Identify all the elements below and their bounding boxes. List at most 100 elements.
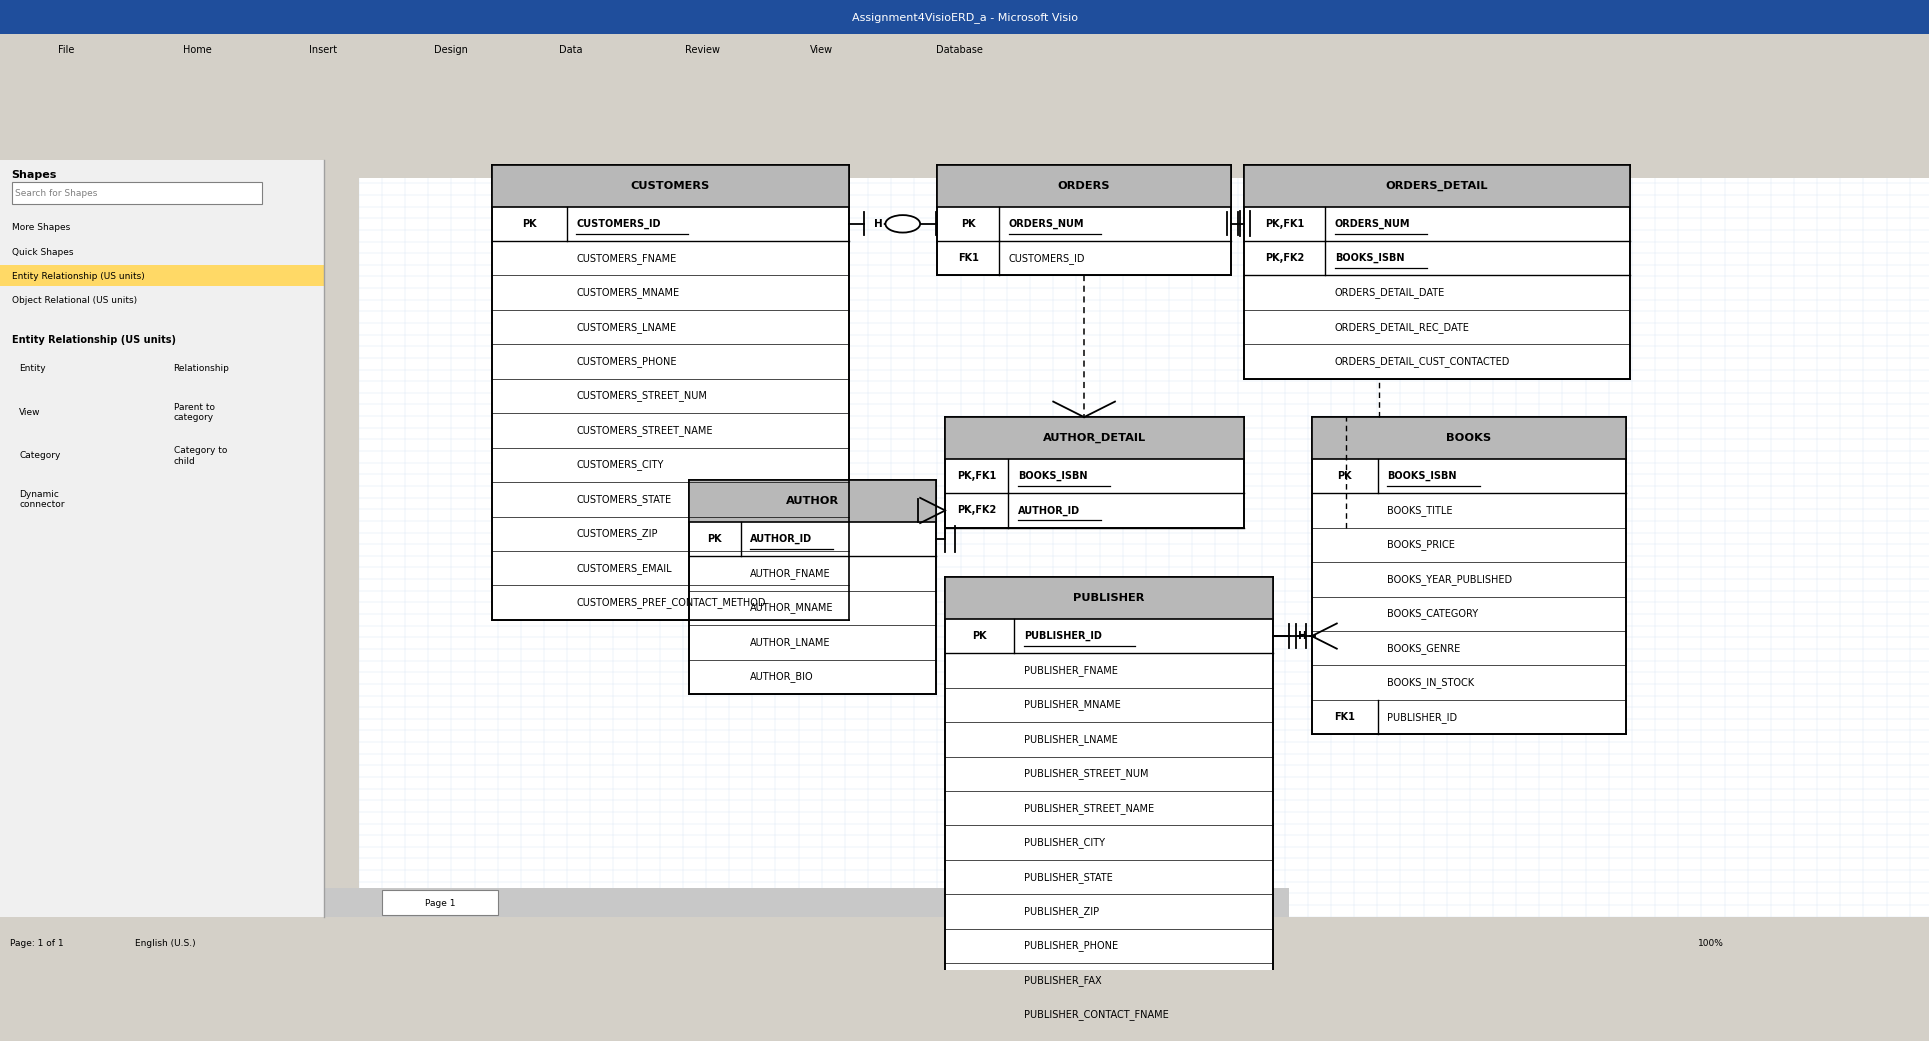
Text: PUBLISHER_CITY: PUBLISHER_CITY	[1024, 837, 1105, 848]
Text: CUSTOMERS_PHONE: CUSTOMERS_PHONE	[577, 356, 677, 367]
Text: CUSTOMERS_LNAME: CUSTOMERS_LNAME	[577, 322, 677, 332]
Text: PK,FK1: PK,FK1	[957, 471, 995, 481]
Text: H: H	[874, 219, 883, 229]
FancyBboxPatch shape	[324, 888, 1289, 917]
Text: BOOKS_IN_STOCK: BOOKS_IN_STOCK	[1387, 678, 1474, 688]
Text: AUTHOR_LNAME: AUTHOR_LNAME	[750, 637, 831, 648]
FancyBboxPatch shape	[359, 178, 1929, 917]
Text: FK1: FK1	[959, 253, 978, 263]
Text: Search for Shapes: Search for Shapes	[15, 188, 98, 198]
Text: PUBLISHER_STREET_NUM: PUBLISHER_STREET_NUM	[1024, 768, 1148, 780]
Text: PK: PK	[708, 534, 721, 544]
Text: CUSTOMERS_MNAME: CUSTOMERS_MNAME	[577, 287, 679, 298]
Circle shape	[885, 215, 920, 232]
Text: Shapes: Shapes	[12, 170, 58, 180]
Text: PK: PK	[1337, 471, 1352, 481]
Text: PUBLISHER_CONTACT_FNAME: PUBLISHER_CONTACT_FNAME	[1024, 1010, 1169, 1020]
FancyBboxPatch shape	[0, 0, 1929, 160]
Text: BOOKS_PRICE: BOOKS_PRICE	[1387, 539, 1454, 551]
Text: ORDERS_DETAIL: ORDERS_DETAIL	[1385, 181, 1489, 191]
Text: View: View	[810, 46, 833, 55]
Text: Database: Database	[936, 46, 982, 55]
Text: CUSTOMERS_CITY: CUSTOMERS_CITY	[577, 459, 664, 471]
Text: Assignment4VisioERD_a - Microsoft Visio: Assignment4VisioERD_a - Microsoft Visio	[851, 12, 1078, 23]
Text: Category to
child: Category to child	[174, 447, 228, 465]
Text: More Shapes: More Shapes	[12, 224, 69, 232]
Text: BOOKS_ISBN: BOOKS_ISBN	[1335, 253, 1404, 263]
Text: File: File	[58, 46, 73, 55]
FancyBboxPatch shape	[0, 104, 1929, 137]
FancyBboxPatch shape	[0, 264, 324, 286]
Text: PK,FK2: PK,FK2	[957, 506, 995, 515]
Text: AUTHOR_FNAME: AUTHOR_FNAME	[750, 568, 831, 579]
Text: CUSTOMERS_PREF_CONTACT_METHOD: CUSTOMERS_PREF_CONTACT_METHOD	[577, 598, 766, 608]
Text: CUSTOMERS_EMAIL: CUSTOMERS_EMAIL	[577, 563, 671, 574]
Text: Object Relational (US units): Object Relational (US units)	[12, 297, 137, 305]
Text: ORDERS_DETAIL_CUST_CONTACTED: ORDERS_DETAIL_CUST_CONTACTED	[1335, 356, 1510, 367]
Text: CUSTOMERS: CUSTOMERS	[631, 181, 710, 191]
FancyBboxPatch shape	[492, 164, 849, 206]
Text: PUBLISHER_FAX: PUBLISHER_FAX	[1024, 975, 1101, 986]
Text: PUBLISHER_STATE: PUBLISHER_STATE	[1024, 871, 1113, 883]
Text: PK,FK1: PK,FK1	[1265, 219, 1304, 229]
Text: BOOKS_YEAR_PUBLISHED: BOOKS_YEAR_PUBLISHED	[1387, 574, 1512, 585]
Text: BOOKS_GENRE: BOOKS_GENRE	[1387, 642, 1460, 654]
FancyBboxPatch shape	[0, 68, 1929, 102]
Text: PUBLISHER_LNAME: PUBLISHER_LNAME	[1024, 734, 1117, 745]
Text: Relationship: Relationship	[174, 364, 230, 373]
Text: AUTHOR_DETAIL: AUTHOR_DETAIL	[1044, 433, 1146, 443]
Text: AUTHOR_ID: AUTHOR_ID	[750, 534, 812, 544]
FancyBboxPatch shape	[945, 577, 1273, 1041]
Text: PUBLISHER_ZIP: PUBLISHER_ZIP	[1024, 906, 1100, 917]
FancyBboxPatch shape	[1312, 417, 1626, 459]
Text: PUBLISHER_ID: PUBLISHER_ID	[1387, 712, 1458, 722]
Text: 100%: 100%	[1698, 939, 1723, 948]
FancyBboxPatch shape	[0, 160, 324, 917]
Text: Insert: Insert	[309, 46, 338, 55]
Text: ORDERS: ORDERS	[1057, 181, 1111, 191]
Text: View: View	[19, 408, 41, 416]
Text: Design: Design	[434, 46, 469, 55]
Text: PUBLISHER: PUBLISHER	[1073, 593, 1146, 603]
FancyBboxPatch shape	[0, 0, 1929, 34]
FancyBboxPatch shape	[492, 164, 849, 619]
Text: Entity: Entity	[19, 364, 46, 373]
FancyBboxPatch shape	[945, 417, 1244, 528]
Text: CUSTOMERS_ID: CUSTOMERS_ID	[1009, 253, 1086, 263]
Text: CUSTOMERS_STREET_NAME: CUSTOMERS_STREET_NAME	[577, 425, 714, 436]
Text: AUTHOR_BIO: AUTHOR_BIO	[750, 671, 814, 682]
FancyBboxPatch shape	[689, 480, 936, 694]
Text: CUSTOMERS_STREET_NUM: CUSTOMERS_STREET_NUM	[577, 390, 708, 402]
Text: ORDERS_DETAIL_DATE: ORDERS_DETAIL_DATE	[1335, 287, 1445, 298]
Text: ORDERS_NUM: ORDERS_NUM	[1009, 219, 1084, 229]
FancyBboxPatch shape	[1244, 164, 1630, 379]
Text: PUBLISHER_ID: PUBLISHER_ID	[1024, 631, 1101, 641]
FancyBboxPatch shape	[0, 917, 1929, 970]
Text: CUSTOMERS_FNAME: CUSTOMERS_FNAME	[577, 253, 677, 263]
FancyBboxPatch shape	[945, 577, 1273, 618]
Text: CUSTOMERS_STATE: CUSTOMERS_STATE	[577, 493, 671, 505]
Text: CUSTOMERS_ZIP: CUSTOMERS_ZIP	[577, 528, 658, 539]
Text: BOOKS_TITLE: BOOKS_TITLE	[1387, 505, 1453, 516]
FancyBboxPatch shape	[1244, 164, 1630, 206]
Text: PUBLISHER_FNAME: PUBLISHER_FNAME	[1024, 665, 1117, 676]
Text: Category: Category	[19, 452, 60, 460]
Text: PK: PK	[972, 631, 988, 641]
FancyBboxPatch shape	[937, 164, 1231, 206]
Text: ORDERS_DETAIL_REC_DATE: ORDERS_DETAIL_REC_DATE	[1335, 322, 1470, 332]
FancyBboxPatch shape	[937, 164, 1231, 276]
Text: Dynamic
connector: Dynamic connector	[19, 490, 66, 509]
Text: Page 1: Page 1	[424, 898, 455, 908]
Text: Page: 1 of 1: Page: 1 of 1	[10, 939, 64, 948]
Text: BOOKS_CATEGORY: BOOKS_CATEGORY	[1387, 608, 1478, 619]
Text: Quick Shapes: Quick Shapes	[12, 248, 73, 257]
FancyBboxPatch shape	[689, 480, 936, 522]
Text: Entity Relationship (US units): Entity Relationship (US units)	[12, 272, 145, 281]
Text: Review: Review	[685, 46, 720, 55]
FancyBboxPatch shape	[0, 34, 1929, 68]
Text: Home: Home	[183, 46, 212, 55]
Text: PUBLISHER_PHONE: PUBLISHER_PHONE	[1024, 941, 1117, 951]
Text: AUTHOR: AUTHOR	[785, 496, 839, 506]
Text: ORDERS_NUM: ORDERS_NUM	[1335, 219, 1410, 229]
Text: Data: Data	[559, 46, 583, 55]
